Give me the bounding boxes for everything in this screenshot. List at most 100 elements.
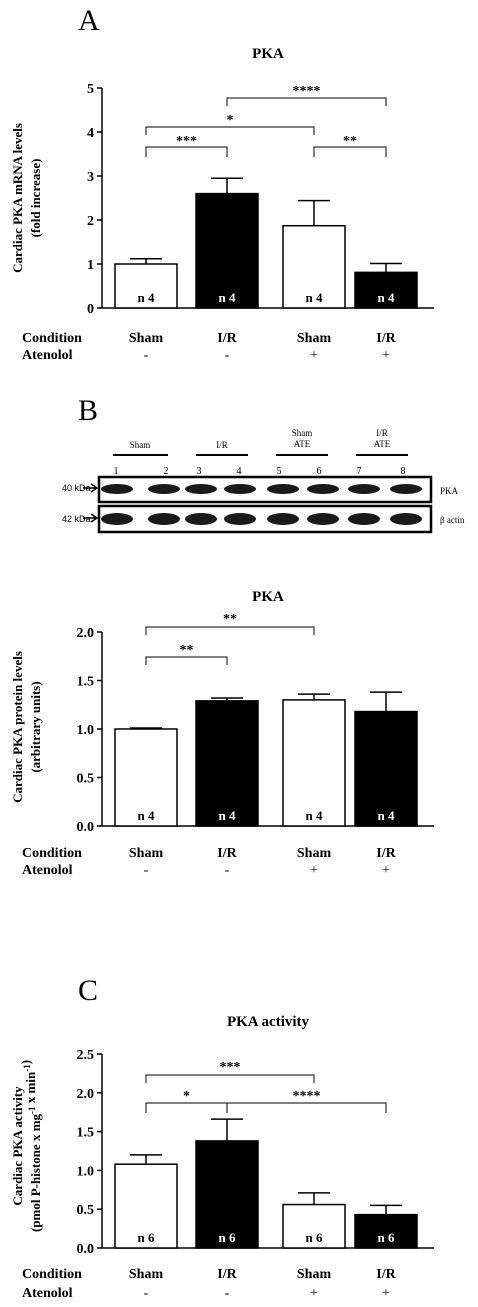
bar-sham	[282, 699, 346, 827]
blot-band	[148, 484, 180, 494]
bar-ir	[354, 271, 418, 309]
blot-band	[390, 513, 422, 525]
y-axis-label-line-1: Cardiac PKA protein levels	[10, 651, 25, 803]
blot-kda-label: 40 kDa	[62, 483, 91, 493]
bar-ir	[195, 1140, 259, 1249]
significance-bracket	[145, 146, 228, 157]
y-tick-label: 2.0	[77, 1087, 95, 1102]
y-tick-label: 5	[87, 82, 94, 97]
atenolol-value: +	[382, 1286, 390, 1301]
blot-protein-label: β actin	[440, 515, 465, 525]
n-label: n 6	[306, 1230, 323, 1245]
blot-arrow-icon	[83, 483, 99, 493]
atenolol-value: +	[310, 863, 318, 878]
blot-group-ir-text: I/R	[216, 440, 228, 450]
blot-band	[348, 513, 380, 525]
superscript: -1	[22, 1064, 32, 1072]
blot-group-label-ir: I/R	[196, 440, 248, 456]
label-part: (pmol P-histone x mg	[28, 1113, 43, 1232]
n-label: n 4	[306, 290, 323, 305]
atenolol-row-label: Atenolol	[22, 348, 73, 363]
atenolol-value: -	[144, 348, 149, 363]
significance-bracket	[145, 1102, 228, 1113]
condition-value: I/R	[217, 846, 237, 861]
blot-band	[307, 484, 339, 494]
y-tick-label: 2.0	[77, 626, 95, 641]
blot-band	[267, 484, 299, 494]
blot-group-sham-ate-text-1: Sham	[292, 428, 313, 438]
atenolol-value: -	[144, 863, 149, 878]
n-label: n 4	[219, 808, 236, 823]
condition-value: I/R	[376, 1267, 396, 1282]
blot-group-label-ir-ate: I/R ATE	[356, 428, 408, 456]
lane-number: 1	[114, 466, 119, 477]
significance-label: *	[183, 1089, 190, 1104]
panel-letter-c: C	[78, 974, 98, 1007]
blot-group-ir-ate-text-2: ATE	[374, 439, 391, 449]
significance-label: **	[180, 643, 194, 658]
atenolol-value: -	[225, 863, 230, 878]
blot-band	[267, 513, 299, 525]
y-axis-label-line-1: Cardiac PKA mRNA levels	[10, 123, 25, 273]
atenolol-value: -	[225, 348, 230, 363]
atenolol-value: +	[382, 863, 390, 878]
panel-letter-a: A	[78, 4, 100, 37]
western-blot: Sham I/R Sham ATE I/R ATE 1 2 3 4 5 6 7 …	[62, 428, 465, 534]
y-tick-label: 1	[87, 258, 94, 273]
condition-row-label: Condition	[22, 1267, 82, 1282]
blot-band	[224, 484, 256, 494]
bar-sham	[114, 728, 178, 827]
condition-value: Sham	[129, 331, 164, 346]
n-label: n 4	[138, 808, 155, 823]
atenolol-value: -	[225, 1286, 230, 1301]
condition-value: I/R	[376, 846, 396, 861]
significance-label: ****	[293, 84, 321, 99]
significance-label: *	[227, 113, 234, 128]
condition-value: Sham	[129, 846, 164, 861]
n-label: n 6	[219, 1230, 236, 1245]
y-axis-label-line-2: (arbitrary units)	[28, 681, 43, 772]
n-label: n 4	[378, 290, 395, 305]
y-tick-label: 0.0	[77, 820, 95, 835]
pka-bands	[101, 484, 422, 494]
y-tick-label: 3	[87, 170, 94, 185]
lane-number: 2	[164, 466, 169, 477]
blot-protein-label: PKA	[440, 486, 459, 496]
blot-row-pka: 40 kDa PKA	[62, 475, 459, 504]
bar-ir	[195, 700, 259, 827]
chart-title: PKA activity	[227, 1014, 310, 1030]
bar-ir	[354, 1213, 418, 1249]
bar-ir	[195, 192, 259, 309]
y-tick-label: 1.5	[77, 675, 95, 690]
atenolol-value: +	[382, 348, 390, 363]
n-label: n 4	[306, 808, 323, 823]
blot-band	[348, 484, 380, 494]
atenolol-value: +	[310, 348, 318, 363]
label-part: x min	[23, 1071, 38, 1106]
significance-bracket	[145, 1074, 315, 1083]
lane-number: 6	[317, 466, 322, 477]
blot-band	[307, 513, 339, 525]
y-tick-label: 0.5	[77, 772, 95, 787]
y-tick-label: 1.0	[77, 723, 95, 738]
y-axis-label-line-1: Cardiac PKA activity	[10, 1086, 25, 1206]
atenolol-row-label: Atenolol	[22, 1286, 73, 1301]
condition-value: I/R	[376, 331, 396, 346]
lane-number: 4	[237, 466, 242, 477]
blot-lane-numbers: 1 2 3 4 5 6 7 8	[114, 466, 406, 477]
blot-band	[148, 513, 180, 525]
y-tick-label: 1.5	[77, 1126, 95, 1141]
lane-number: 5	[277, 466, 282, 477]
blot-group-ir-ate-text-1: I/R	[376, 428, 388, 438]
y-axis-label-line-2: (fold increase)	[28, 159, 43, 238]
bar-sham	[114, 1163, 178, 1249]
actin-bands	[101, 513, 422, 525]
blot-group-label-sham: Sham	[113, 440, 168, 456]
blot-group-sham-text: Sham	[130, 440, 151, 450]
y-tick-label: 0.0	[77, 1242, 95, 1257]
n-label: n 4	[378, 808, 395, 823]
bar-sham	[282, 1203, 346, 1249]
y-tick-label: 0.5	[77, 1203, 95, 1218]
significance-bracket	[145, 656, 228, 665]
y-tick-label: 2	[87, 214, 94, 229]
